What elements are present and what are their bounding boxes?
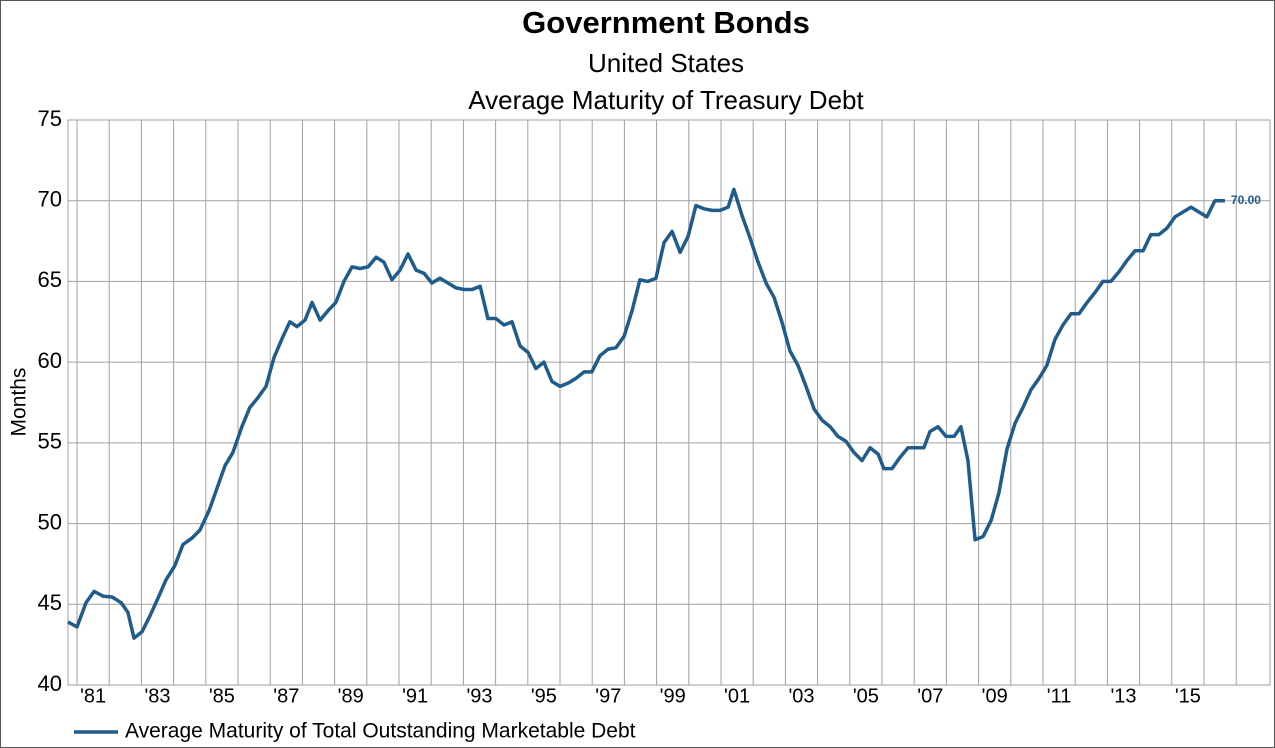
y-tick-label: 65 — [38, 267, 62, 292]
y-axis-label: Months — [8, 368, 31, 437]
x-tick-label: '11 — [1047, 685, 1072, 707]
x-tick-label: '99 — [660, 685, 686, 707]
x-tick-label: '81 — [80, 685, 106, 707]
y-tick-label: 55 — [38, 429, 62, 454]
x-tick-label: '07 — [917, 685, 943, 707]
x-tick-label: '93 — [466, 685, 492, 707]
legend-label: Average Maturity of Total Outstanding Ma… — [125, 720, 636, 743]
y-tick-label: 45 — [38, 590, 62, 615]
y-tick-label: 75 — [38, 106, 62, 131]
x-tick-label: '83 — [144, 685, 170, 707]
x-tick-label: '87 — [273, 685, 299, 707]
y-tick-label: 50 — [38, 509, 62, 534]
x-tick-label: '13 — [1110, 685, 1136, 707]
x-tick-label: '85 — [209, 685, 235, 707]
chart-subtitle: United States — [588, 48, 744, 78]
x-tick-label: '01 — [724, 685, 750, 707]
x-tick-label: '89 — [338, 685, 364, 707]
chart-title: Government Bonds — [522, 5, 810, 40]
chart-subtitle: Average Maturity of Treasury Debt — [468, 85, 864, 115]
data-line — [67, 187, 1225, 640]
value-label: 70.00 — [1231, 193, 1261, 207]
x-tick-label: '95 — [531, 685, 557, 707]
x-tick-label: '03 — [788, 685, 814, 707]
y-tick-label: 70 — [38, 187, 62, 212]
plot-area — [67, 119, 1271, 686]
y-tick-label: 40 — [38, 671, 62, 696]
x-tick-label: '91 — [402, 685, 428, 707]
y-tick-label: 60 — [38, 348, 62, 373]
x-tick-label: '97 — [595, 685, 621, 707]
x-tick-label: '15 — [1175, 685, 1201, 707]
x-tick-label: '09 — [982, 685, 1008, 707]
x-tick-label: '05 — [853, 685, 879, 707]
